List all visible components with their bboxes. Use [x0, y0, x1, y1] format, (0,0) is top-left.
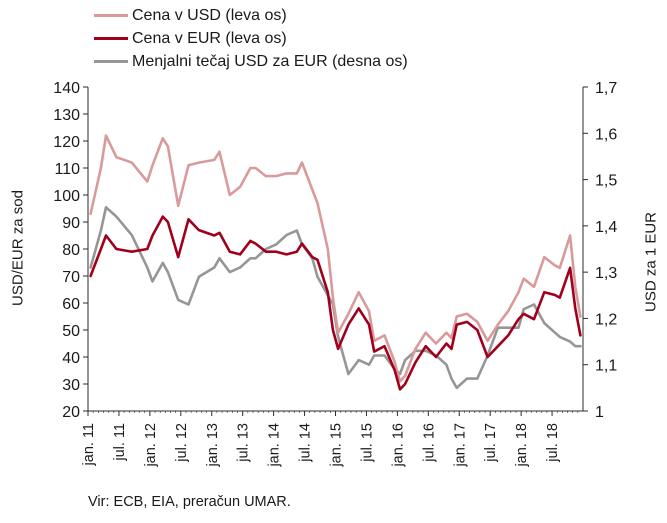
- y-left-tick-label: 60: [62, 296, 80, 313]
- legend: Cena v USD (leva os) Cena v EUR (leva os…: [94, 4, 408, 73]
- y-right-tick-label: 1,7: [595, 80, 617, 97]
- y-left-tick-label: 30: [62, 377, 80, 394]
- axis-layer: 20 30 40 50 60 70 80 90 100 110 120 130 140 1 1,1 1,2 1,…: [53, 80, 617, 468]
- y-right-tick-label: 1,4: [595, 219, 617, 236]
- legend-item-usd: Cena v USD (leva os): [94, 4, 408, 27]
- x-tick-label: jul. 16: [421, 423, 437, 463]
- y-right-tick-label: 1: [595, 404, 604, 421]
- legend-item-eur: Cena v EUR (leva os): [94, 27, 408, 50]
- y-left-tick-label: 50: [62, 323, 80, 340]
- y-left-tick-label: 40: [62, 350, 80, 367]
- x-tick-label: jul. 15: [359, 423, 375, 463]
- y-right-tick-label: 1,2: [595, 311, 617, 328]
- y-left-tick-label: 140: [53, 80, 80, 97]
- legend-label-eur: Cena v EUR (leva os): [132, 30, 287, 47]
- series-line-2: [89, 206, 582, 390]
- x-tick-label: jan. 16: [390, 423, 406, 468]
- legend-swatch-eur: [94, 37, 128, 40]
- x-tick-label: jan. 17: [452, 423, 468, 468]
- legend-item-fx: Menjalni tečaj USD za EUR (desna os): [94, 50, 408, 73]
- legend-label-fx: Menjalni tečaj USD za EUR (desna os): [132, 53, 408, 70]
- series-line-1: [89, 215, 582, 391]
- x-tick-label: jan. 12: [143, 423, 159, 468]
- y-left-tick-label: 100: [53, 188, 80, 205]
- legend-swatch-usd: [94, 14, 128, 17]
- y-left-tick-label: 130: [53, 107, 80, 124]
- legend-swatch-fx: [94, 60, 128, 63]
- x-tick-label: jul. 17: [483, 423, 499, 463]
- y-left-tick-label: 90: [62, 215, 80, 232]
- y-left-tick-label: 110: [54, 161, 80, 178]
- y-right-tick-label: 1,6: [595, 126, 617, 143]
- legend-label-usd: Cena v USD (leva os): [132, 7, 287, 24]
- x-tick-label: jan. 13: [205, 423, 221, 468]
- x-tick-label: jan. 15: [329, 423, 345, 468]
- y-left-tick-label: 80: [62, 242, 80, 259]
- x-tick-label: jul. 14: [298, 423, 314, 463]
- x-tick-label: jan. 11: [81, 423, 97, 466]
- y-left-tick-label: 70: [62, 269, 80, 286]
- y-left-tick-label: 20: [62, 404, 80, 421]
- x-tick-label: jan. 14: [267, 423, 283, 468]
- source-note: Vir: ECB, EIA, preračun UMAR.: [88, 494, 291, 510]
- x-tick-label: jul. 18: [545, 423, 561, 463]
- x-tick-label: jan. 18: [514, 423, 530, 468]
- y-right-tick-label: 1,1: [595, 358, 617, 375]
- y-right-tick-label: 1,3: [595, 265, 617, 282]
- y-left-tick-label: 120: [53, 134, 80, 151]
- x-tick-label: jul. 11: [112, 423, 128, 462]
- x-tick-label: jul. 13: [236, 423, 252, 463]
- y-axis-right-label: USD za 1 EUR: [642, 211, 660, 313]
- y-right-tick-label: 1,5: [595, 173, 617, 190]
- series-line-0: [89, 134, 582, 383]
- y-axis-left-label: USD/EUR za sod: [9, 190, 27, 306]
- x-tick-label: jul. 12: [174, 423, 190, 463]
- series-layer: [89, 134, 582, 391]
